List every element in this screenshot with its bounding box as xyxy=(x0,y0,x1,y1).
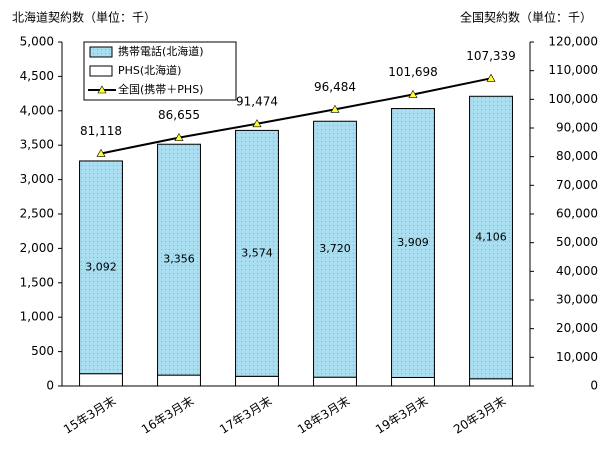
bar-segment xyxy=(313,120,357,378)
y-tick-label: 3,500 xyxy=(20,138,54,152)
x-tick-label: 15年3月末 xyxy=(61,394,118,437)
x-tick-label: 20年3月末 xyxy=(451,394,508,437)
line-marker xyxy=(486,73,496,82)
data-label: 3,720 xyxy=(319,242,351,255)
bar-segment xyxy=(469,378,513,387)
legend-label: PHS(北海道) xyxy=(118,63,181,77)
bar-segment xyxy=(157,374,201,387)
bar-segment xyxy=(391,108,435,378)
y-tick-label: 3,000 xyxy=(20,172,54,186)
y-tick-label: 1,000 xyxy=(20,310,54,324)
data-label: 3,574 xyxy=(241,246,273,259)
bar-segment xyxy=(391,376,435,387)
y-tick-label: 1,500 xyxy=(20,275,54,289)
data-label: 96,484 xyxy=(314,80,356,94)
bar-segment xyxy=(235,129,279,377)
data-label: 4,106 xyxy=(475,231,507,244)
y2-tick-label: 100,000 xyxy=(548,92,598,106)
line-marker xyxy=(174,132,184,141)
x-tick-label: 18年3月末 xyxy=(295,394,352,437)
legend-label: 全国(携帯＋PHS) xyxy=(118,82,203,96)
line-marker xyxy=(330,104,340,113)
y2-tick-label: 120,000 xyxy=(548,35,598,49)
data-label: 91,474 xyxy=(236,94,278,108)
y2-tick-label: 40,000 xyxy=(556,264,598,278)
y2-tick-label: 0 xyxy=(590,379,598,393)
y2-tick-label: 90,000 xyxy=(556,121,598,135)
y-tick-label: 4,500 xyxy=(20,69,54,83)
y2-tick-label: 80,000 xyxy=(556,149,598,163)
y2-tick-label: 70,000 xyxy=(556,178,598,192)
data-label: 86,655 xyxy=(158,108,200,122)
y2-tick-label: 60,000 xyxy=(556,207,598,221)
line-series xyxy=(100,77,492,155)
legend-swatch xyxy=(89,65,113,77)
bar-segment xyxy=(157,143,201,376)
line-marker xyxy=(96,148,106,157)
line-marker xyxy=(252,119,262,128)
y2-tick-label: 50,000 xyxy=(556,235,598,249)
data-label: 101,698 xyxy=(388,65,438,79)
y-tick-label: 2,500 xyxy=(20,207,54,221)
legend-swatch xyxy=(89,46,113,58)
bar-segment xyxy=(79,160,123,375)
y2-tick-label: 20,000 xyxy=(556,321,598,335)
x-tick-label: 17年3月末 xyxy=(217,394,274,437)
bar-segment xyxy=(313,376,357,387)
data-label: 3,092 xyxy=(85,260,117,273)
data-label: 3,909 xyxy=(397,236,429,249)
legend-marker xyxy=(97,85,107,94)
x-tick-label: 16年3月末 xyxy=(139,394,196,437)
bar-segment xyxy=(235,375,279,387)
y2-axis-title: 全国契約数（単位：千） xyxy=(460,10,592,25)
y-axis-title: 北海道契約数（単位：千） xyxy=(12,10,156,25)
data-label: 107,339 xyxy=(466,49,516,63)
y-tick-label: 4,000 xyxy=(20,103,54,117)
y-tick-label: 0 xyxy=(46,379,54,393)
bar-segment xyxy=(469,95,513,380)
x-tick-label: 19年3月末 xyxy=(373,394,430,437)
y-tick-label: 500 xyxy=(31,344,54,358)
y-tick-label: 5,000 xyxy=(20,35,54,49)
legend-label: 携帯電話(北海道) xyxy=(118,44,204,58)
y2-tick-label: 110,000 xyxy=(548,63,598,77)
y2-tick-label: 30,000 xyxy=(556,293,598,307)
bar-segment xyxy=(79,373,123,387)
line-marker xyxy=(408,89,418,98)
y2-tick-label: 10,000 xyxy=(556,350,598,364)
y-tick-label: 2,000 xyxy=(20,241,54,255)
data-label: 3,356 xyxy=(163,253,195,266)
data-label: 81,118 xyxy=(80,124,122,138)
